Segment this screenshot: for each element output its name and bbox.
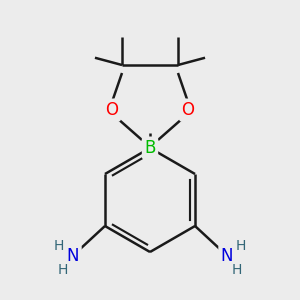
Text: N: N bbox=[67, 247, 79, 265]
Text: N: N bbox=[221, 247, 233, 265]
Text: O: O bbox=[106, 101, 118, 119]
Text: H: H bbox=[236, 239, 246, 253]
Text: H: H bbox=[58, 263, 68, 277]
Text: O: O bbox=[182, 101, 194, 119]
Text: H: H bbox=[232, 263, 242, 277]
Text: B: B bbox=[144, 139, 156, 157]
Text: H: H bbox=[54, 239, 64, 253]
